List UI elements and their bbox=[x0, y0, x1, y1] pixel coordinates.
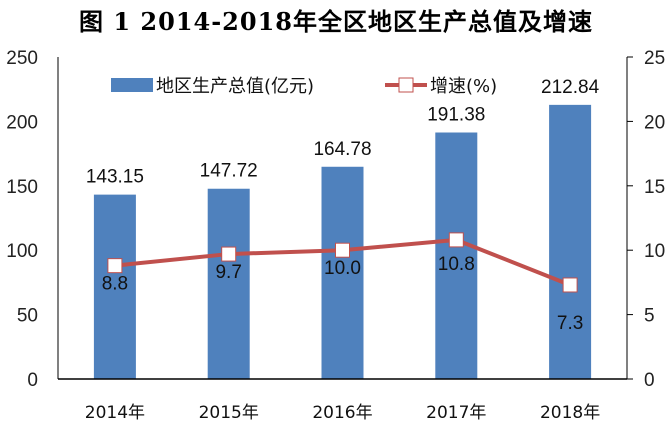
right-axis-tick-label: 5 bbox=[644, 306, 655, 327]
x-axis-category-label: 2016年 bbox=[312, 403, 372, 423]
right-axis-tick-label: 10 bbox=[644, 241, 665, 262]
legend-line-marker bbox=[398, 77, 414, 93]
growth-rate-value-label: 9.7 bbox=[215, 262, 241, 283]
left-axis-tick-label: 100 bbox=[6, 241, 38, 262]
growth-rate-marker bbox=[448, 232, 464, 248]
legend-bar-label: 地区生产总值(亿元) bbox=[156, 76, 314, 97]
right-axis-tick-label: 15 bbox=[644, 177, 665, 198]
growth-rate-marker bbox=[221, 246, 237, 262]
bar-2016年 bbox=[321, 166, 364, 379]
left-axis-tick-label: 50 bbox=[17, 306, 38, 327]
left-axis-tick-label: 250 bbox=[6, 48, 38, 69]
right-axis-tick-label: 0 bbox=[644, 370, 655, 391]
bar-value-label: 147.72 bbox=[200, 161, 258, 182]
x-axis-category-label: 2018年 bbox=[540, 403, 600, 423]
bar-value-label: 164.78 bbox=[313, 139, 371, 160]
growth-rate-value-label: 10.8 bbox=[438, 254, 475, 275]
growth-rate-marker bbox=[335, 242, 350, 258]
right-axis-tick-label: 25 bbox=[644, 48, 665, 69]
chart-title: 图 1 2014-2018年全区地区生产总值及增速 bbox=[79, 7, 593, 36]
left-axis-tick-label: 0 bbox=[27, 370, 38, 391]
growth-rate-marker bbox=[562, 277, 578, 293]
growth-rate-marker bbox=[107, 258, 123, 274]
bar-2014年 bbox=[93, 194, 136, 379]
left-axis-tick-label: 150 bbox=[6, 177, 38, 198]
bar-2017年 bbox=[435, 132, 478, 379]
bar-2015年 bbox=[207, 188, 250, 379]
bar-value-label: 143.15 bbox=[86, 167, 144, 188]
left-axis-tick-label: 200 bbox=[6, 112, 38, 133]
x-axis-category-label: 2017年 bbox=[426, 403, 486, 423]
legend-line-label: 增速(%) bbox=[430, 76, 497, 97]
growth-rate-value-label: 7.3 bbox=[557, 313, 583, 334]
bar-value-label: 191.38 bbox=[427, 105, 485, 126]
right-axis-tick-label: 20 bbox=[644, 112, 665, 133]
growth-rate-value-label: 10.0 bbox=[324, 258, 361, 279]
x-axis-category-label: 2015年 bbox=[199, 403, 259, 423]
bar-value-label: 212.84 bbox=[541, 77, 600, 98]
legend-bar-swatch bbox=[111, 78, 153, 92]
x-axis-category-label: 2014年 bbox=[85, 403, 145, 423]
bar-2018年 bbox=[549, 104, 592, 379]
growth-rate-value-label: 8.8 bbox=[102, 274, 128, 295]
